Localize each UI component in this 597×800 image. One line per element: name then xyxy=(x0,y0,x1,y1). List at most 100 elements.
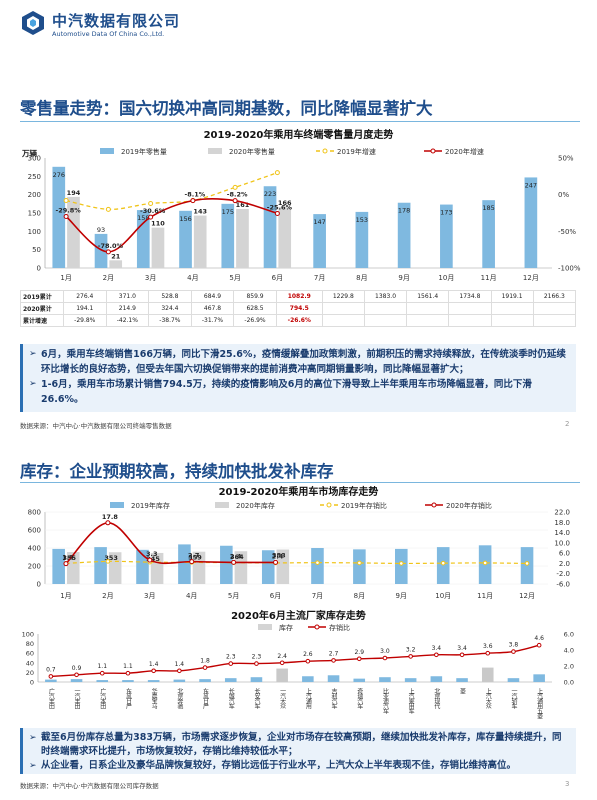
x-tick-label: 菱 xyxy=(459,687,466,694)
point-2019-growth xyxy=(232,184,238,190)
bar-label-2019: 173 xyxy=(440,209,452,217)
bar-label-2020: 194 xyxy=(67,189,81,197)
x-tick-label: 5月 xyxy=(228,592,239,600)
point-2020-growth xyxy=(148,214,154,220)
bar-label-2019: 185 xyxy=(482,204,494,212)
maker-bar xyxy=(533,674,545,682)
maker-bar xyxy=(353,678,366,682)
bar-label-2019: 156 xyxy=(179,215,191,223)
bar-label-2019: 93 xyxy=(97,226,105,234)
y-tick-label: 800 xyxy=(28,509,41,517)
bar-label-2019: 153 xyxy=(356,216,368,224)
legend-marker xyxy=(322,148,328,154)
y2-tick-label: 4.0 xyxy=(564,647,574,655)
x-tick-label: 8月 xyxy=(356,274,367,282)
legend-marker xyxy=(326,502,332,508)
ratio-label: 2.7 xyxy=(329,650,339,657)
ratio-label: 1.1 xyxy=(123,663,133,670)
legend-marker xyxy=(431,502,437,508)
point-2019-ratio xyxy=(315,560,320,565)
point-2020-growth xyxy=(63,214,69,220)
point-2019-growth xyxy=(105,206,111,212)
maker-bar xyxy=(224,678,237,682)
ratio-point xyxy=(279,660,285,666)
y2-tick-label: -2.0 xyxy=(556,570,570,578)
growth-label: -8.1% xyxy=(185,191,206,199)
bar-2020 xyxy=(192,551,206,584)
growth-label: -29.8% xyxy=(56,207,82,215)
y-tick-label: 200 xyxy=(28,191,41,199)
x-tick-label: 9月 xyxy=(396,592,407,600)
point-2020-growth xyxy=(190,198,196,204)
point-2020-growth xyxy=(274,210,280,216)
ratio-label: 4.6 xyxy=(534,635,544,642)
x-tick-label: 1月 xyxy=(60,592,71,600)
bar-2020 xyxy=(236,208,249,268)
table-cell: 324.4 xyxy=(148,302,192,315)
ratio-label: 3.8 xyxy=(509,642,519,649)
bar-2019 xyxy=(313,214,326,268)
table-cell: -31.7% xyxy=(190,314,235,327)
bar-2020 xyxy=(150,552,164,584)
legend-swatch xyxy=(258,624,272,630)
cumulative-table: 2019累计 276.4 371.0 528.8 684.9 859.9 1082.9 122… xyxy=(20,290,577,327)
legend-label: 2020年增速 xyxy=(445,147,484,156)
table-cell: 1082.9 xyxy=(275,290,323,303)
y-tick-label: 0 xyxy=(30,679,34,687)
bar-label-2019: 158 xyxy=(137,214,149,222)
ratio-point xyxy=(536,642,542,648)
table-cell: 628.5 xyxy=(233,302,277,315)
growth-label: -25.6% xyxy=(267,203,293,211)
x-tick-label: 12月 xyxy=(519,592,535,600)
maker-bar xyxy=(327,675,340,682)
bar-label-2020: 355 xyxy=(62,554,76,562)
retail-chart: 2019年零售量 2020年零售量 2019年增速 2020年增速 万辆 0 50 100 15… xyxy=(21,147,581,282)
y2-tick-label: 2.0 xyxy=(564,663,574,671)
legend-label: 2020年存销比 xyxy=(446,501,492,510)
table-cell: -38.7% xyxy=(148,314,192,327)
maker-bar xyxy=(481,667,494,682)
y-tick-label: 60 xyxy=(26,650,34,658)
y-tick-label: 150 xyxy=(28,210,41,218)
x-tick-label: 上汽通用五菱 xyxy=(536,687,543,719)
table-cell xyxy=(448,314,492,327)
bar-label-2020: 21 xyxy=(111,252,121,260)
point-2020-growth xyxy=(105,249,111,255)
bar-2019 xyxy=(220,545,233,584)
ratio-label: 1.4 xyxy=(149,661,159,668)
bar-2019 xyxy=(436,547,450,584)
ratio-label: 3.4 xyxy=(457,645,467,652)
maker-bar xyxy=(456,678,468,682)
bar-2019 xyxy=(178,544,191,584)
maker-bar xyxy=(45,679,57,682)
bar-label-2019: 223 xyxy=(264,190,276,198)
x-tick-label: 8月 xyxy=(354,592,365,600)
table-cell: 214.9 xyxy=(105,302,150,315)
ratio-point xyxy=(408,654,413,659)
ratio-label: 2.3 xyxy=(252,654,262,661)
ratio-label: 2.6 xyxy=(303,651,313,658)
ratio-point xyxy=(382,655,388,661)
bar-2019 xyxy=(311,548,324,584)
x-tick-label: 上汽通用 xyxy=(304,687,311,710)
ratio-label: 3.2 xyxy=(406,646,416,653)
ratio-point xyxy=(511,649,516,654)
maker-bar xyxy=(379,677,391,682)
x-tick-label: 9月 xyxy=(398,274,409,282)
data-source: 数据来源：中汽中心·中汽数据有限公司库存数据 xyxy=(20,782,159,790)
table-cell: 1734.8 xyxy=(448,290,492,303)
x-tick-label: 比亚迪汽车 xyxy=(381,687,388,715)
x-tick-label: 华晨宝马 xyxy=(150,687,157,710)
legend-label: 2019年库存 xyxy=(131,501,170,510)
point-2019-ratio xyxy=(105,559,111,564)
point-2019-ratio xyxy=(524,561,530,566)
y2-tick-label: -50% xyxy=(558,228,576,236)
x-tick-label: 奇瑞汽车 xyxy=(356,687,363,710)
ratio-label: 3.6 xyxy=(483,643,493,650)
table-cell: 1561.4 xyxy=(406,290,450,303)
ratio-point xyxy=(228,661,234,666)
bar-label-2020: 353 xyxy=(104,554,118,562)
y2-tick-label: 0.0 xyxy=(564,679,574,687)
bar-2019 xyxy=(52,548,65,584)
bar-2019 xyxy=(136,210,150,268)
